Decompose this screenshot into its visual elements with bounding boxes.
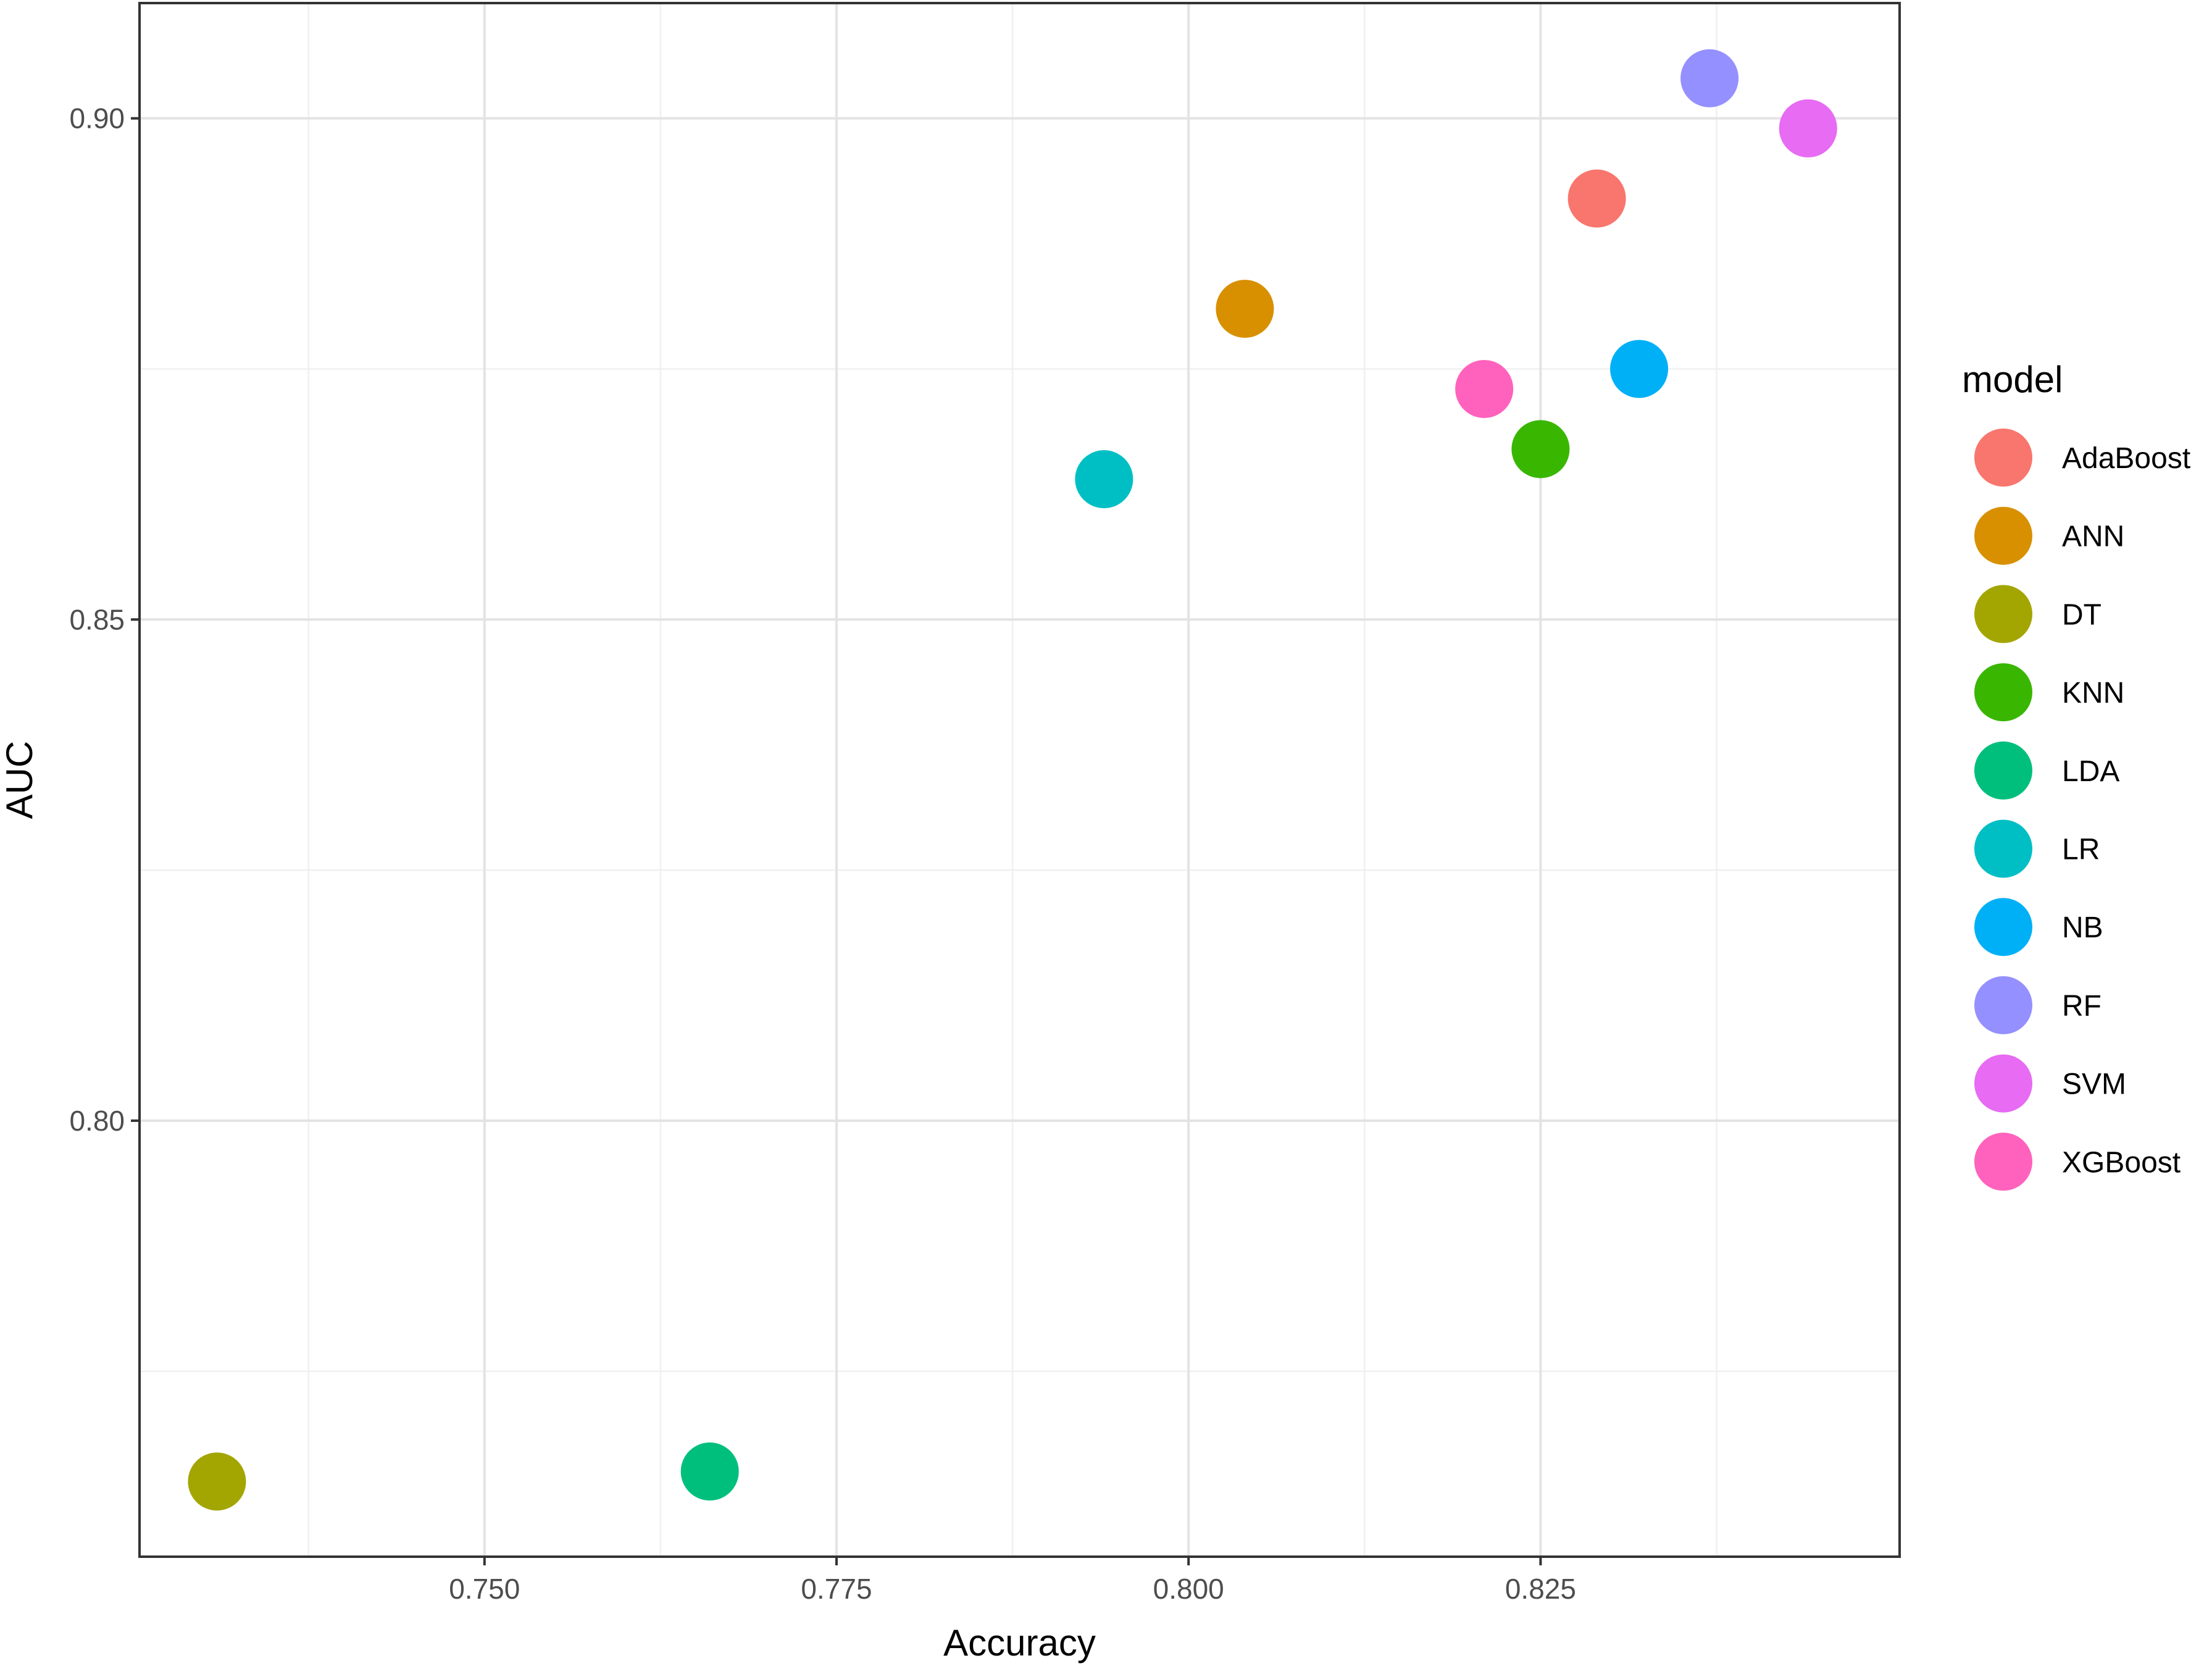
- x-tick-label: 0.825: [1505, 1573, 1576, 1605]
- x-tick-label: 0.800: [1153, 1573, 1224, 1605]
- legend-label-rf: RF: [2062, 990, 2101, 1023]
- x-axis-ticks: 0.750 0.775 0.800 0.825: [449, 1557, 1576, 1605]
- legend-label-ann: ANN: [2062, 521, 2124, 553]
- legend-key-knn: [1974, 663, 2032, 722]
- y-axis-title: AUC: [0, 741, 40, 819]
- legend-key-xgboost: [1974, 1132, 2032, 1191]
- y-tick-label: 0.80: [69, 1105, 125, 1137]
- legend-key-ann: [1974, 506, 2032, 565]
- legend-key-lda: [1974, 741, 2032, 800]
- data-point-dt: [188, 1452, 246, 1511]
- legend-label-dt: DT: [2062, 598, 2101, 631]
- y-tick-label: 0.90: [69, 103, 125, 135]
- legend-key-nb: [1974, 898, 2032, 956]
- minor-gridlines: [140, 3, 1900, 1557]
- legend-label-knn: KNN: [2062, 677, 2124, 710]
- data-points: [188, 49, 1837, 1511]
- x-tick-label: 0.775: [801, 1573, 872, 1605]
- data-point-adaboost: [1567, 169, 1626, 228]
- legend-label-adaboost: AdaBoost: [2062, 442, 2190, 475]
- legend-label-svm: SVM: [2062, 1068, 2126, 1101]
- major-gridlines: [140, 3, 1900, 1557]
- legend: model AdaBoost ANN DT KNN LDA LR NB RF SVM XGBoos…: [1962, 359, 2190, 1191]
- legend-key-rf: [1974, 976, 2032, 1034]
- data-point-lr: [1075, 450, 1133, 509]
- legend-key-svm: [1974, 1054, 2032, 1113]
- legend-title: model: [1962, 359, 2063, 400]
- legend-key-lr: [1974, 819, 2032, 878]
- legend-label-lda: LDA: [2062, 755, 2119, 788]
- data-point-nb: [1610, 340, 1669, 398]
- x-tick-label: 0.750: [449, 1573, 520, 1605]
- data-point-ann: [1216, 280, 1274, 338]
- data-point-svm: [1779, 99, 1837, 157]
- data-point-xgboost: [1455, 359, 1514, 418]
- legend-label-xgboost: XGBoost: [2062, 1146, 2181, 1179]
- legend-label-nb: NB: [2062, 911, 2103, 944]
- data-point-knn: [1511, 420, 1570, 479]
- data-point-lda: [680, 1442, 739, 1501]
- legend-label-lr: LR: [2062, 834, 2100, 866]
- data-point-rf: [1680, 49, 1739, 107]
- y-tick-label: 0.85: [69, 603, 125, 635]
- legend-key-adaboost: [1974, 429, 2032, 487]
- y-axis-ticks: 0.80 0.85 0.90: [69, 103, 140, 1137]
- legend-key-dt: [1974, 585, 2032, 643]
- x-axis-title: Accuracy: [943, 1622, 1096, 1664]
- panel-border: [138, 2, 1901, 1558]
- legend-items: AdaBoost ANN DT KNN LDA LR NB RF SVM XGBoost: [1974, 429, 2190, 1191]
